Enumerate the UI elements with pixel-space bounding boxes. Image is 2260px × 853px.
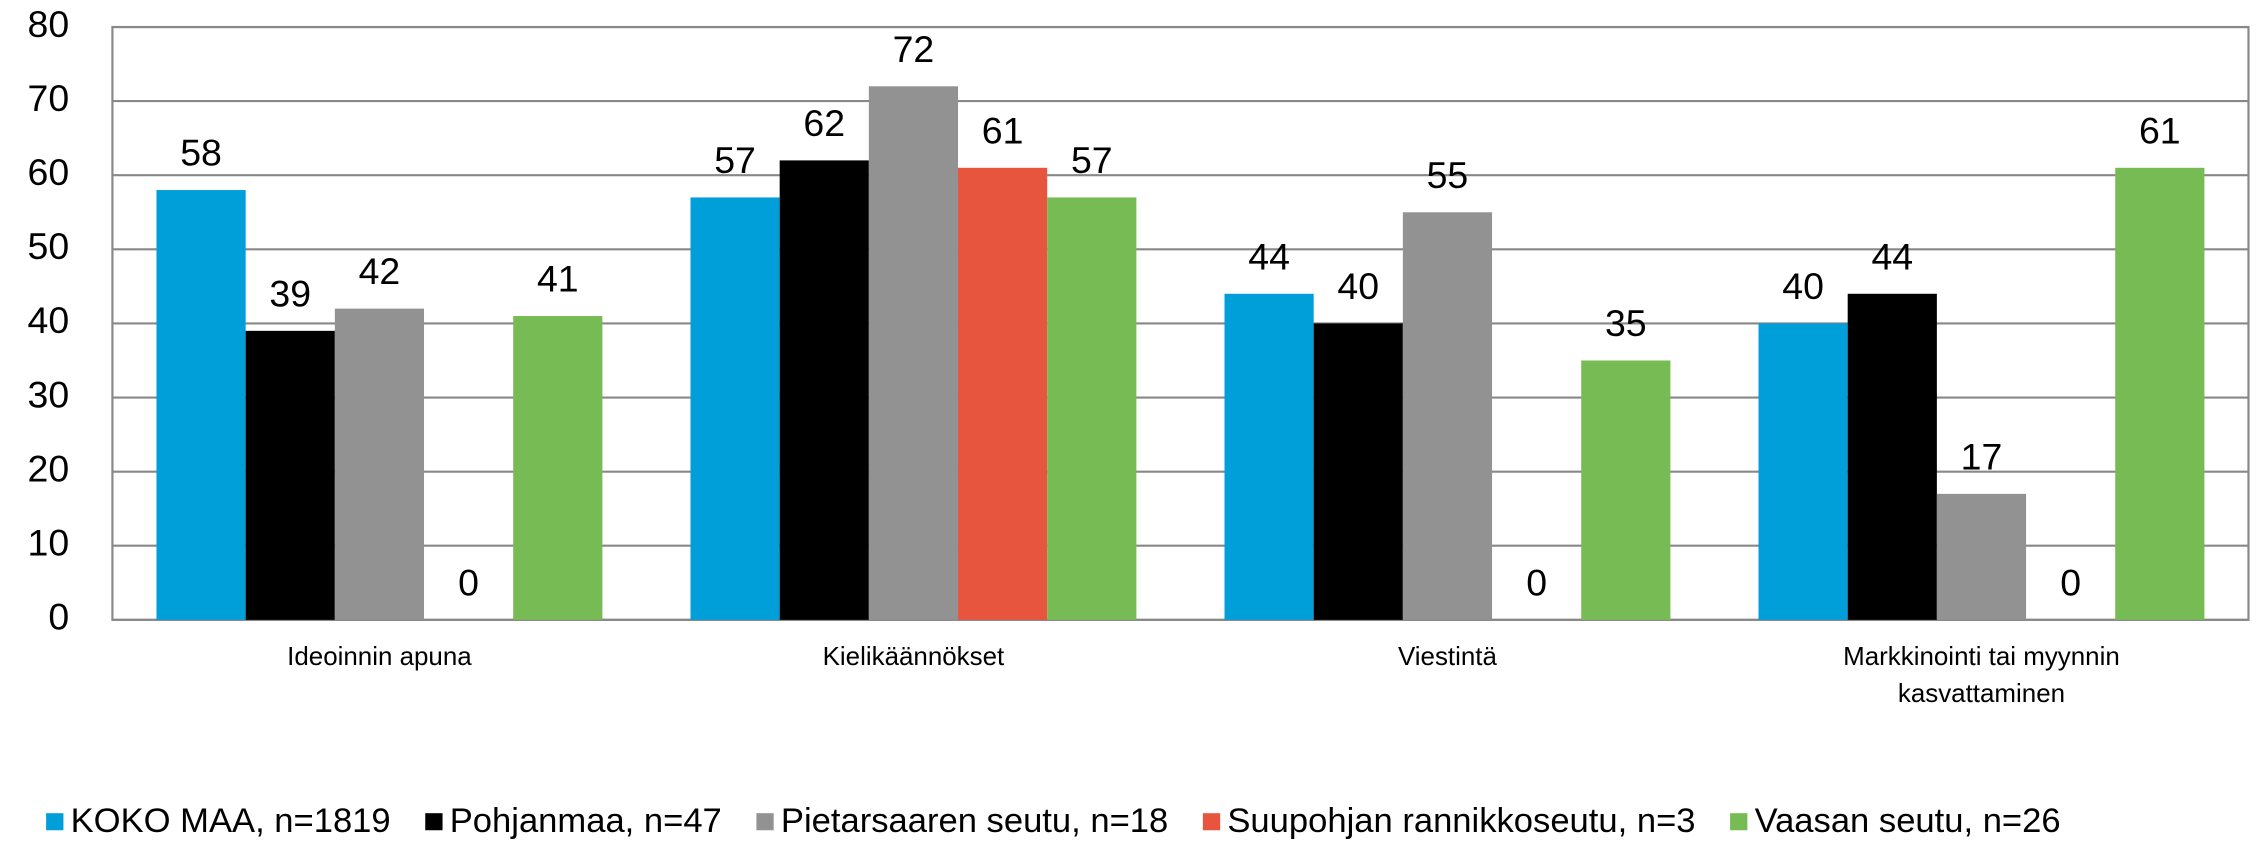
bar — [690, 197, 780, 620]
data-label: 39 — [269, 273, 311, 315]
data-label: 42 — [359, 250, 401, 292]
bar — [958, 167, 1048, 620]
bar — [1847, 293, 1937, 620]
y-tick-label: 70 — [28, 77, 70, 119]
bar — [513, 316, 603, 620]
legend-swatch — [425, 813, 443, 831]
legend-swatch — [46, 813, 64, 831]
bar — [868, 86, 959, 620]
data-label: 0 — [2060, 562, 2081, 604]
legend-swatch — [756, 813, 774, 831]
data-label: 44 — [1248, 236, 1290, 278]
legend-label: Suupohjan rannikkoseutu, n=3 — [1227, 802, 1695, 840]
x-tick-line: Markkinointi tai myynnin — [1843, 643, 2120, 671]
y-tick-label: 10 — [28, 522, 70, 564]
data-label: 61 — [2139, 110, 2181, 152]
data-label: 57 — [1071, 139, 1113, 181]
bar — [1402, 212, 1493, 620]
legend-swatch — [1730, 813, 1748, 831]
data-label: 55 — [1427, 154, 1469, 196]
x-tick-label: Ideoinnin apuna — [287, 643, 472, 671]
bar — [156, 190, 246, 620]
legend-label: KOKO MAA, n=1819 — [71, 802, 391, 840]
data-label: 58 — [180, 132, 222, 174]
bar — [1224, 293, 1314, 620]
bar — [1758, 323, 1848, 620]
legend-label: Pohjanmaa, n=47 — [450, 802, 722, 840]
bar — [245, 330, 335, 620]
legend-label: Vaasan seutu, n=26 — [1755, 802, 2061, 840]
data-label: 0 — [1526, 562, 1547, 604]
y-tick-label: 60 — [28, 151, 70, 193]
bar — [779, 160, 869, 620]
bar — [334, 308, 425, 620]
bar — [1313, 323, 1403, 620]
legend-swatch — [1202, 813, 1221, 831]
data-label: 44 — [1871, 236, 1913, 278]
y-tick-label: 40 — [28, 299, 70, 341]
bar — [1047, 197, 1137, 620]
x-tick-line: kasvattaminen — [1898, 680, 2065, 708]
data-label: 72 — [893, 28, 935, 70]
data-label: 57 — [714, 139, 756, 181]
data-label: 35 — [1605, 302, 1647, 344]
data-label: 62 — [803, 102, 845, 144]
data-label: 40 — [1782, 265, 1824, 307]
data-label: 41 — [537, 258, 579, 300]
x-tick-label: Kielikäännökset — [823, 643, 1005, 671]
bar — [1936, 493, 2027, 620]
y-tick-label: 30 — [28, 374, 70, 416]
data-label: 40 — [1337, 265, 1379, 307]
bar — [1581, 360, 1671, 620]
y-tick-label: 80 — [28, 3, 70, 45]
x-tick-label: Viestintä — [1398, 643, 1498, 671]
y-tick-label: 20 — [28, 448, 70, 490]
x-tick-label: Markkinointi tai myynnin kasvattaminen — [1843, 643, 2120, 708]
y-tick-label: 0 — [48, 596, 69, 638]
data-label: 17 — [1961, 436, 2003, 478]
legend-label: Pietarsaaren seutu, n=18 — [781, 802, 1168, 840]
y-tick-label: 50 — [28, 225, 70, 267]
data-label: 61 — [982, 110, 1024, 152]
bar — [2115, 167, 2205, 620]
data-label: 0 — [458, 562, 479, 604]
